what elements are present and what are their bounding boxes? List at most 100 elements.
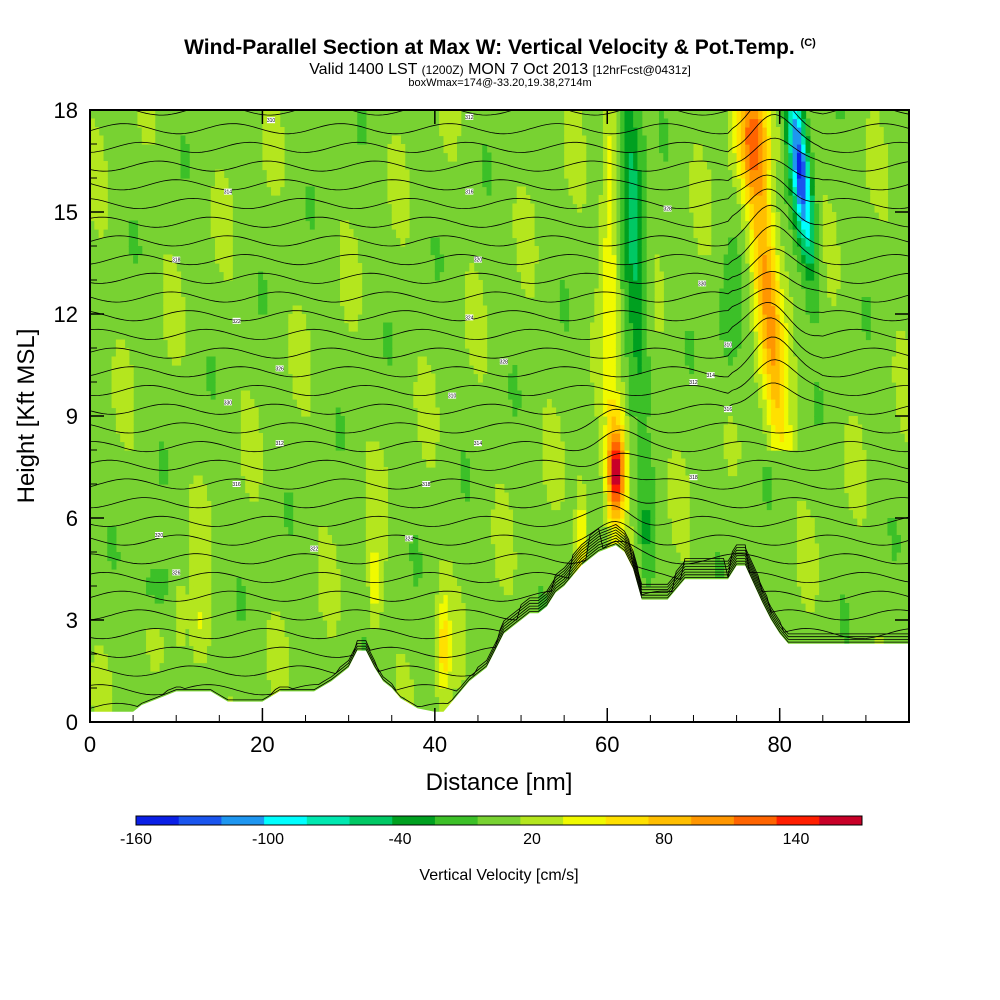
velocity-cell	[141, 110, 147, 120]
velocity-cell	[602, 339, 608, 349]
velocity-cell	[512, 229, 518, 239]
velocity-cell	[227, 271, 233, 281]
velocity-cell	[206, 560, 212, 570]
velocity-cell	[809, 297, 815, 307]
velocity-cell	[90, 178, 95, 188]
velocity-cell	[538, 586, 544, 596]
velocity-cell	[753, 246, 759, 256]
velocity-cell	[602, 433, 608, 443]
velocity-cell	[219, 203, 225, 213]
velocity-cell	[176, 637, 182, 647]
velocity-cell	[167, 339, 173, 349]
velocity-cell	[809, 526, 815, 536]
velocity-cell	[404, 662, 410, 672]
velocity-cell	[322, 603, 328, 613]
velocity-cell	[292, 348, 298, 358]
velocity-cell	[223, 203, 229, 213]
velocity-cell	[788, 322, 794, 332]
velocity-cell	[684, 535, 690, 545]
velocity-cell	[374, 535, 380, 545]
velocity-cell	[904, 365, 909, 375]
velocity-cell	[417, 399, 423, 409]
velocity-cell	[477, 373, 483, 383]
velocity-cell	[796, 569, 802, 579]
velocity-cell	[607, 195, 613, 205]
colorbar-title: Vertical Velocity [cm/s]	[419, 867, 578, 884]
velocity-cell	[180, 611, 186, 621]
velocity-cell	[529, 212, 535, 222]
velocity-cell	[650, 509, 656, 519]
velocity-cell	[792, 382, 798, 392]
velocity-cell	[283, 671, 289, 681]
velocity-cell	[861, 458, 867, 468]
velocity-cell	[206, 594, 212, 604]
velocity-cell	[615, 382, 621, 392]
velocity-cell	[788, 339, 794, 349]
velocity-cell	[439, 705, 445, 715]
velocity-cell	[335, 586, 341, 596]
velocity-cell	[818, 390, 824, 400]
velocity-cell	[202, 577, 207, 587]
velocity-cell	[607, 161, 613, 171]
velocity-cell	[732, 246, 738, 256]
velocity-cell	[840, 611, 845, 621]
velocity-cell	[865, 118, 871, 128]
velocity-cell	[482, 144, 488, 154]
velocity-cell	[417, 416, 423, 426]
velocity-cell	[533, 246, 539, 256]
velocity-cell	[602, 127, 608, 137]
velocity-cell	[434, 688, 440, 698]
velocity-cell	[628, 399, 634, 409]
velocity-cell	[400, 237, 406, 247]
velocity-cell	[818, 407, 824, 417]
velocity-cell	[697, 229, 703, 239]
velocity-cell	[271, 186, 276, 196]
velocity-cell	[370, 603, 376, 613]
velocity-cell	[150, 118, 156, 128]
velocity-cell	[439, 679, 445, 689]
velocity-cell	[318, 543, 324, 553]
velocity-cell	[378, 569, 384, 579]
velocity-cell	[602, 424, 608, 434]
velocity-cell	[835, 280, 841, 290]
velocity-cell	[171, 322, 177, 332]
velocity-cell	[758, 195, 764, 205]
velocity-cell	[676, 492, 682, 502]
velocity-cell	[301, 382, 307, 392]
velocity-cell	[602, 118, 608, 128]
velocity-cell	[94, 671, 100, 681]
velocity-cell	[783, 399, 789, 409]
theta-isoline	[90, 429, 909, 453]
velocity-cell	[421, 450, 427, 460]
velocity-cell	[266, 178, 272, 188]
velocity-cell	[180, 152, 186, 162]
velocity-cell	[667, 475, 673, 485]
velocity-cell	[210, 365, 216, 375]
velocity-cell	[624, 467, 630, 477]
velocity-cell	[844, 450, 850, 460]
velocity-cell	[749, 288, 755, 298]
velocity-cell	[740, 152, 746, 162]
velocity-cell	[753, 178, 759, 188]
velocity-cell	[865, 305, 871, 315]
velocity-cell	[120, 407, 126, 417]
velocity-cell	[404, 186, 410, 196]
velocity-cell	[637, 305, 643, 315]
copyright-mark: (C)	[800, 37, 816, 49]
velocity-cell	[408, 679, 414, 689]
velocity-cell	[305, 407, 311, 417]
velocity-cell	[758, 322, 764, 332]
velocity-cell	[607, 263, 613, 273]
velocity-cell	[637, 288, 643, 298]
velocity-cell	[762, 365, 768, 375]
velocity-cell	[900, 373, 906, 383]
velocity-cell	[736, 254, 742, 264]
velocity-cell	[111, 543, 117, 553]
velocity-cell	[94, 186, 100, 196]
velocity-cell	[637, 237, 643, 247]
velocity-cell	[107, 688, 113, 698]
velocity-cell	[344, 280, 350, 290]
velocity-cell	[469, 280, 475, 290]
velocity-cell	[736, 144, 742, 154]
velocity-cell	[801, 501, 807, 511]
